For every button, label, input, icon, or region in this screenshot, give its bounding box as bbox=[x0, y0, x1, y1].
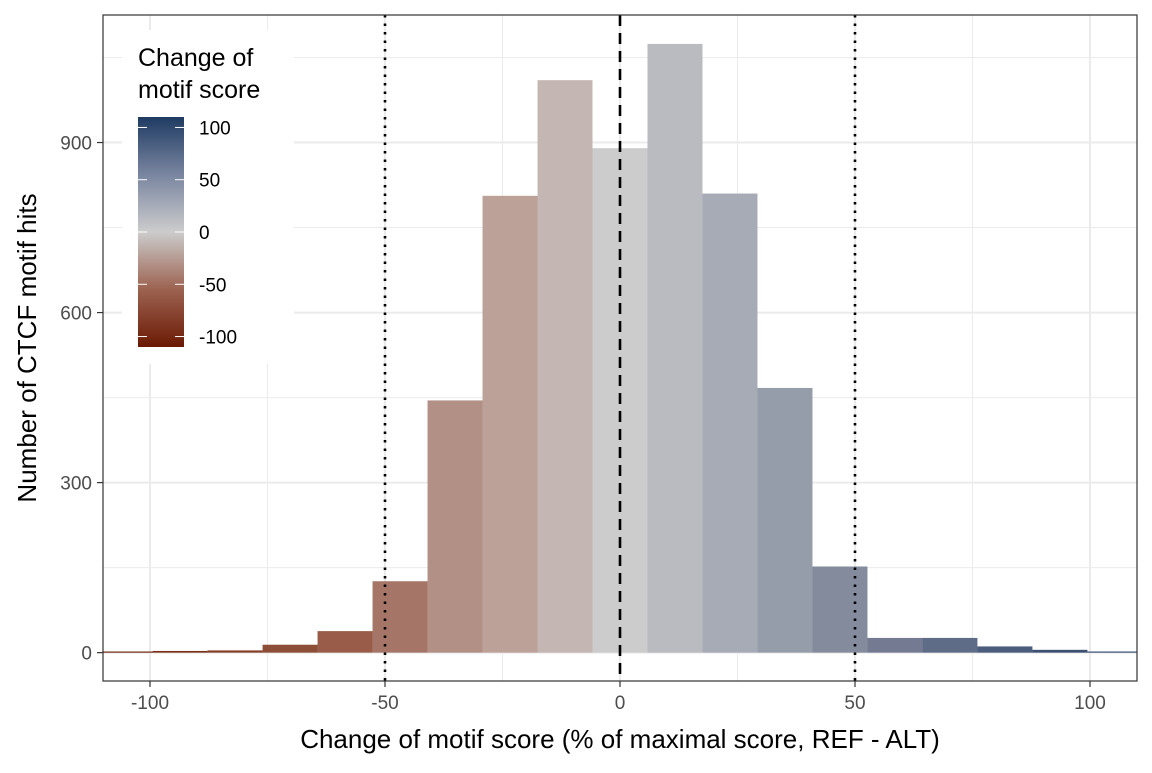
legend-title-line-2: motif score bbox=[138, 76, 260, 104]
y-tick-label: 300 bbox=[60, 474, 92, 495]
histogram-bar bbox=[317, 631, 373, 653]
histogram-bar bbox=[262, 644, 318, 653]
legend-tick-label: -50 bbox=[199, 275, 226, 296]
legend-tick-label: 100 bbox=[199, 118, 231, 139]
histogram-bar bbox=[757, 387, 813, 653]
histogram-bar bbox=[427, 400, 483, 653]
y-axis-title: Number of CTCF motif hits bbox=[12, 193, 42, 502]
x-axis-title: Change of motif score (% of maximal scor… bbox=[300, 724, 940, 754]
y-axis-ticks: 0 300 600 900 bbox=[60, 134, 103, 665]
histogram-bar bbox=[207, 650, 263, 653]
histogram-bar bbox=[647, 43, 703, 653]
histogram-bar bbox=[372, 581, 428, 653]
histogram-bar bbox=[922, 637, 978, 653]
reference-lines bbox=[383, 15, 857, 681]
histogram-bar bbox=[152, 650, 208, 653]
histogram-bars bbox=[103, 43, 1137, 653]
histogram-bar bbox=[1032, 649, 1088, 653]
histogram-bar bbox=[812, 566, 868, 653]
histogram-bar bbox=[1087, 651, 1137, 653]
y-tick-label: 0 bbox=[81, 644, 92, 665]
legend-ticks: 100 50 0 -50 -100 bbox=[138, 118, 237, 349]
histogram-bar bbox=[103, 651, 153, 653]
color-legend: Change of motif score 100 50 0 -50 -100 bbox=[122, 30, 294, 364]
histogram-bar bbox=[977, 646, 1033, 653]
legend-title-line-1: Change of bbox=[138, 44, 253, 72]
x-tick-label: -100 bbox=[131, 693, 169, 714]
histogram-bar bbox=[537, 80, 593, 653]
x-tick-label: 50 bbox=[844, 693, 865, 714]
legend-tick-label: -100 bbox=[199, 328, 237, 349]
y-tick-label: 600 bbox=[60, 304, 92, 325]
x-tick-label: 100 bbox=[1074, 693, 1106, 714]
histogram-bar bbox=[482, 195, 538, 653]
x-tick-label: 0 bbox=[615, 693, 626, 714]
y-tick-label: 900 bbox=[60, 134, 92, 155]
x-tick-label: -50 bbox=[371, 693, 398, 714]
legend-tick-label: 50 bbox=[199, 171, 220, 192]
histogram-bar bbox=[702, 193, 758, 653]
x-axis-ticks: -100 -50 0 50 100 bbox=[131, 681, 1106, 714]
legend-tick-label: 0 bbox=[199, 223, 210, 244]
histogram-bar bbox=[867, 637, 923, 653]
